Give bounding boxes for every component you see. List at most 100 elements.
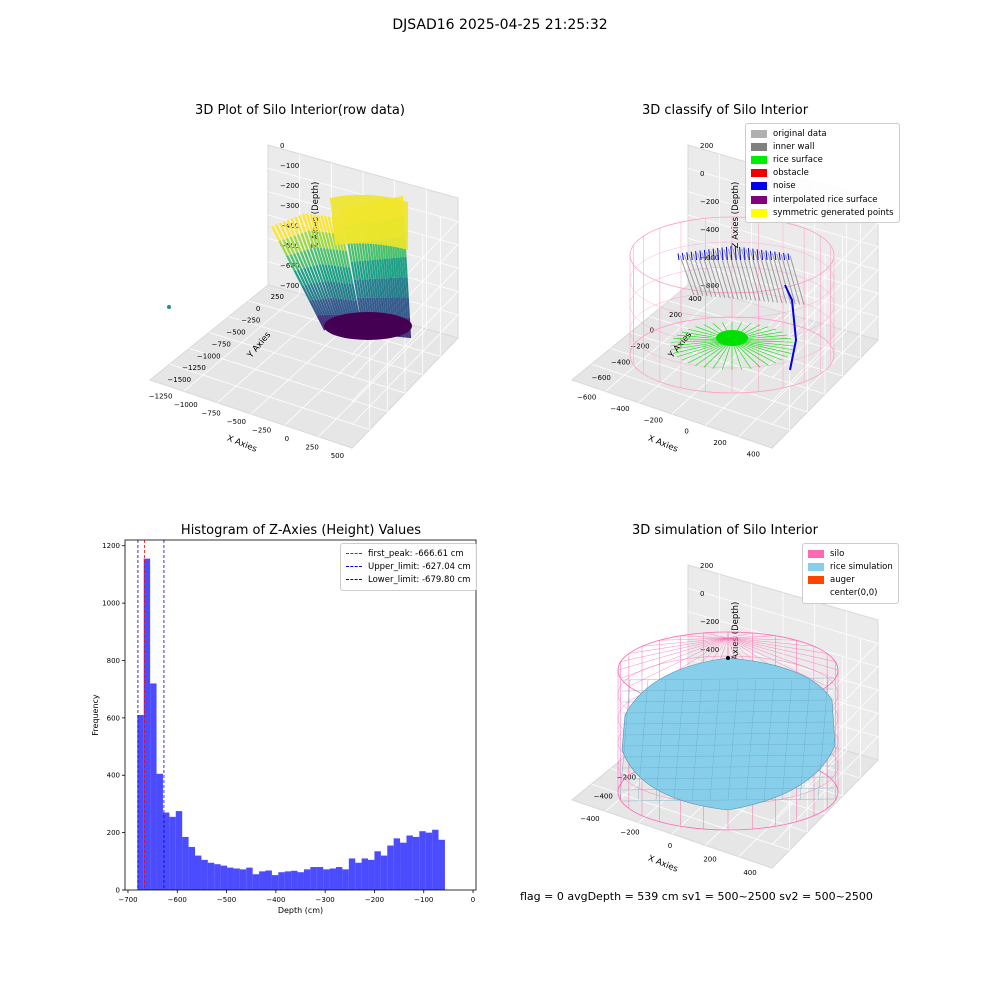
raw-point-column [309, 214, 317, 232]
x-tick-label: −500 [217, 896, 236, 904]
raw-point-column [318, 263, 327, 282]
raw-point-column [305, 213, 314, 232]
rice-mesh-line [763, 679, 775, 801]
raw-point-column [335, 249, 342, 267]
raw-point-column [388, 258, 393, 279]
raw-point-column [347, 267, 354, 285]
noise-points [778, 252, 781, 261]
raw-point-column [318, 231, 325, 249]
histogram-bar [361, 858, 369, 890]
raw-point-column [306, 267, 315, 284]
raw-point-column [316, 214, 324, 233]
raw-point-column [364, 241, 369, 261]
raw-point-column [368, 278, 374, 298]
raw-point-column [327, 264, 335, 283]
raw-point-column [334, 298, 342, 316]
z-axis-label: Z Axies (Depth) [311, 182, 321, 249]
raw-point-column [394, 277, 398, 298]
raw-point-column [293, 235, 302, 253]
rice-mesh-line [709, 679, 721, 801]
raw-point-column [397, 297, 402, 318]
raw-point-column [329, 248, 336, 267]
raw-point-column [322, 248, 330, 266]
z-tick-label: −400 [700, 226, 719, 234]
raw-point-column [404, 297, 408, 318]
legend-swatch [808, 575, 824, 584]
raw-point-column [336, 265, 343, 284]
raw-point-column [385, 278, 390, 298]
histogram-bar [291, 870, 298, 890]
z-tick-label: −200 [700, 618, 719, 626]
inner-wall-points [758, 251, 774, 303]
silo-roof-line [628, 637, 729, 654]
silo-roof-line [680, 635, 729, 639]
raw-point-column [378, 259, 383, 279]
histogram-bar [393, 838, 401, 890]
raw-point-column [286, 219, 296, 237]
raw-point-column [313, 247, 321, 265]
y-tick-label: −400 [594, 793, 613, 801]
raw-point-column [371, 259, 376, 279]
raw-point-column [366, 260, 371, 280]
legend-entry: noise [751, 180, 894, 193]
raw-point-column [353, 242, 359, 262]
legend-entry: inner wall [751, 140, 894, 153]
z-axis-label: Z Axies (Depth) [731, 182, 741, 249]
raw-point-column [356, 261, 362, 280]
inner-wall-points [710, 251, 726, 298]
silo-roof-line [703, 632, 729, 639]
raw-point-column [304, 284, 314, 301]
x-tick-label: −200 [365, 896, 384, 904]
legend-label: inner wall [773, 141, 815, 152]
inner-wall-points [692, 253, 708, 297]
y-tick-label: −1000 [197, 352, 221, 360]
raw-point-column [309, 266, 318, 284]
x-tick-label: −600 [577, 394, 596, 402]
noise-points [734, 246, 737, 261]
rice-mesh-line [619, 679, 631, 801]
y-tick-label: −250 [241, 317, 260, 325]
inner-wall-points [780, 254, 796, 305]
legend-label: silo [830, 548, 845, 559]
raw-point-column [341, 250, 348, 268]
raw-point-column [289, 254, 299, 271]
histogram-bar [316, 867, 324, 890]
inner-wall-points [789, 255, 805, 306]
legend-swatch [751, 142, 767, 151]
raw-point-column [282, 221, 292, 238]
raw-point-column [298, 215, 307, 233]
raw-point-column [398, 277, 403, 298]
histogram-bar [303, 869, 311, 890]
raw-point-column [316, 298, 326, 316]
inner-wall-points [749, 249, 765, 302]
raw-point-column [395, 297, 400, 318]
raw-point-column [363, 260, 369, 280]
raw-point-column [315, 264, 324, 283]
histogram-bar [195, 855, 202, 890]
histogram-bar [284, 871, 292, 890]
histogram-bar [188, 846, 196, 890]
raw-point-column [337, 298, 345, 316]
raw-point-column [338, 249, 345, 268]
legend-entry: original data [751, 127, 894, 140]
raw-point-column [301, 284, 311, 301]
silo-roof-line [628, 637, 729, 687]
raw-point-column [324, 280, 332, 299]
raw-point-column [342, 298, 349, 317]
z-tick-label: 200 [700, 562, 713, 570]
silo-roof-line [727, 635, 776, 639]
silo-roof-line [641, 637, 729, 647]
grid-line [668, 300, 861, 359]
raw-point-column [383, 258, 388, 279]
legend-label: noise [773, 181, 796, 192]
histogram-bar [432, 829, 439, 890]
raw-point-column [340, 282, 347, 300]
inner-wall-points [785, 254, 801, 305]
histogram-bar [143, 558, 151, 890]
histogram-bar [323, 869, 330, 890]
raw-point-column [304, 231, 312, 249]
z-tick-label: −600 [280, 262, 299, 270]
y-tick-label: −600 [592, 374, 611, 382]
y-tick-label: −400 [611, 358, 630, 366]
raw-point-column [353, 261, 359, 280]
